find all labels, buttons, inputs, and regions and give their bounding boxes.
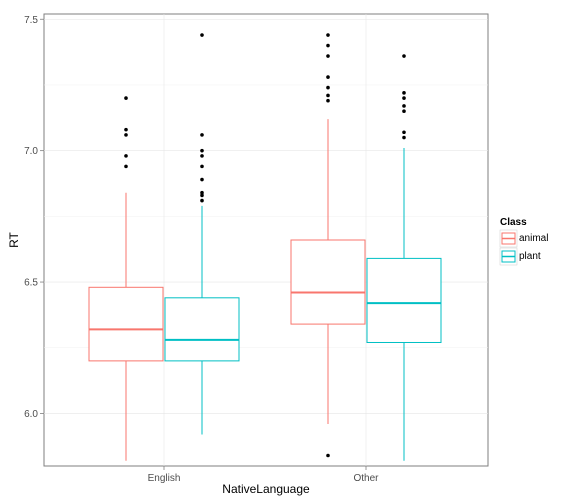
outlier-point (200, 154, 204, 158)
legend: Class animal plant (499, 217, 548, 266)
boxplot-animal-english (88, 96, 164, 461)
outlier-point (200, 198, 204, 203)
outlier-point (200, 148, 204, 153)
box (290, 239, 366, 325)
outlier-point (326, 75, 330, 79)
box (88, 286, 164, 362)
outlier-point (326, 98, 330, 103)
legend-title: Class (500, 217, 527, 228)
boxplot-plant-english (164, 33, 240, 435)
outlier-point (124, 127, 128, 132)
outlier-point (402, 104, 406, 108)
y-tick-label: 6.0 (24, 409, 38, 420)
y-tick-label: 7.5 (24, 15, 38, 26)
boxplot-plant-other (366, 54, 442, 461)
box (366, 257, 442, 343)
outlier-point (200, 190, 204, 195)
x-axis-title: NativeLanguage (222, 482, 310, 496)
y-axis-ticks: 6.0 6.5 7.0 7.5 (24, 15, 44, 420)
outlier-point (402, 54, 406, 58)
legend-label-animal: animal (519, 233, 548, 244)
boxplot-animal-other (290, 33, 366, 458)
x-axis-ticks: English Other (148, 466, 379, 484)
outlier-point (124, 154, 128, 158)
outlier-point (326, 33, 330, 37)
outlier-point (200, 164, 204, 169)
outlier-point (402, 91, 406, 95)
legend-keys (499, 229, 518, 266)
outlier-point (124, 133, 128, 137)
y-axis-title: RT (7, 231, 21, 247)
outlier-point (200, 193, 204, 198)
legend-key-animal (499, 229, 518, 248)
outlier-point (124, 164, 128, 169)
y-tick-label: 7.0 (24, 146, 38, 157)
outlier-point (402, 109, 406, 114)
outlier-point (402, 130, 406, 135)
plot-panel (43, 13, 489, 467)
box (164, 297, 240, 362)
outlier-point (326, 85, 330, 90)
x-tick-label: Other (353, 473, 379, 484)
outlier-point (326, 93, 330, 98)
outlier-point (200, 133, 204, 137)
legend-key-plant (499, 247, 518, 266)
outlier-point (124, 96, 128, 100)
gridlines (44, 14, 488, 466)
legend-label-plant: plant (519, 251, 541, 262)
outlier-point (326, 43, 330, 48)
x-tick-label: English (148, 473, 181, 484)
outlier-point (200, 177, 204, 182)
y-tick-label: 6.5 (24, 278, 38, 289)
outlier-point (402, 135, 406, 140)
boxplots (88, 33, 442, 461)
outlier-point (200, 33, 204, 37)
outlier-point (402, 96, 406, 100)
outlier-point (326, 453, 330, 458)
outlier-point (326, 54, 330, 58)
